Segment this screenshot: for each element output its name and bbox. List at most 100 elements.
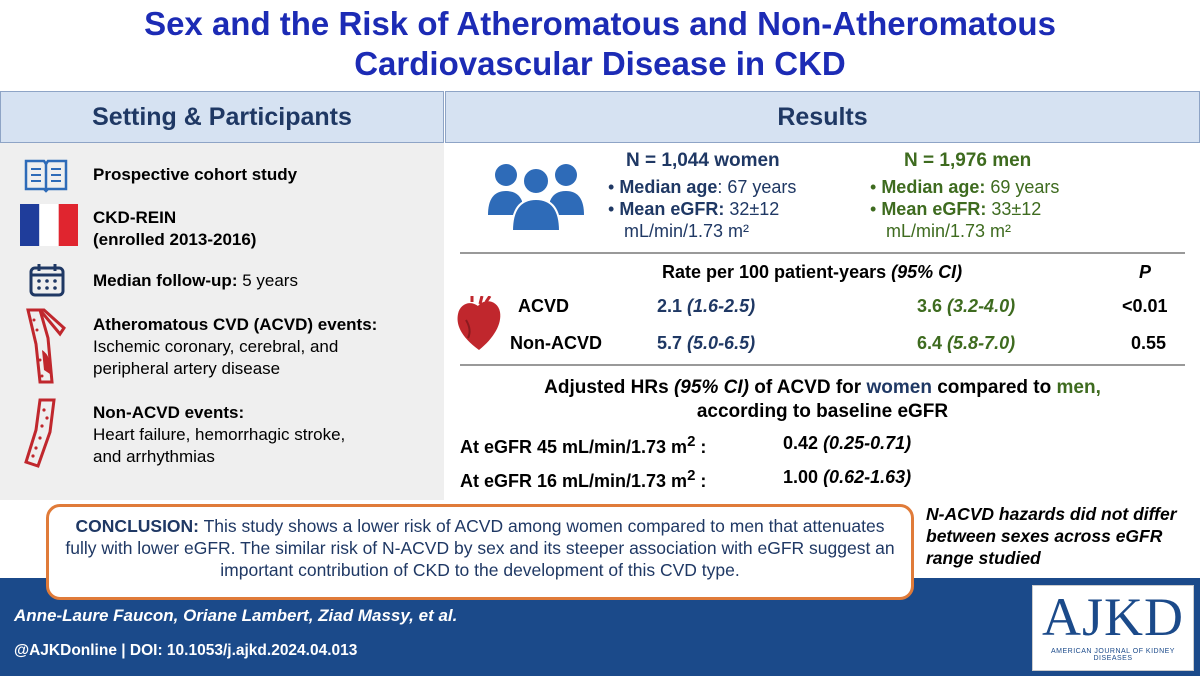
women-egfr-unit: mL/min/1.73 m² (624, 221, 750, 241)
nacvd-men-rate: 6.4 (5.8-7.0) (917, 333, 1015, 354)
acvd-desc-1: Ischemic coronary, cerebral, and (93, 337, 339, 356)
nacvd-events: Non-ACVD events: Heart failure, hemorrha… (93, 402, 345, 468)
hr-row-45-label: At eGFR 45 mL/min/1.73 m (460, 437, 688, 457)
women-egfr-value: 32±12 (729, 199, 780, 219)
men-age-label: Median age: (881, 177, 986, 197)
setting-panel (0, 143, 444, 500)
side-note: N-ACVD hazards did not differ between se… (926, 504, 1177, 568)
women-age-value: : 67 years (717, 177, 797, 197)
acvd-women-value: 2.1 (657, 296, 683, 316)
hr-row-45-sup: 2 (687, 433, 696, 450)
title-line-1: Sex and the Risk of Atheromatous and Non… (144, 5, 1056, 42)
ajkd-logo: AJKD AMERICAN JOURNAL OF KIDNEY DISEASES (1032, 585, 1194, 671)
nacvd-women-ci: (5.0-6.5) (687, 333, 756, 353)
acvd-row-label: ACVD (518, 296, 570, 316)
artery-plaque-icon (26, 308, 66, 384)
nacvd-women-value: 5.7 (657, 333, 683, 353)
men-age: • Median age: 69 years (870, 177, 1060, 197)
france-flag-icon (20, 204, 78, 246)
nacvd-men-value: 6.4 (917, 333, 943, 353)
authors: Anne-Laure Faucon, Oriane Lambert, Ziad … (14, 606, 458, 625)
hr-title: Adjusted HRs (95% CI) of ACVD for women … (445, 376, 1200, 424)
men-egfr: • Mean eGFR: 33±12 (870, 199, 1042, 219)
p-header: P (1139, 262, 1152, 282)
nacvd-desc-2: and arrhythmias (93, 447, 215, 466)
page-title: Sex and the Risk of Atheromatous and Non… (0, 4, 1200, 84)
conclusion-text: This study shows a lower risk of ACVD am… (65, 516, 895, 580)
hr-t1: Adjusted HRs (544, 377, 669, 398)
acvd-desc-2: peripheral artery disease (93, 359, 281, 378)
hr-row-16-colon: : (695, 471, 707, 491)
calendar-icon (29, 264, 65, 297)
nacvd-row-label: Non-ACVD (510, 333, 602, 353)
hr-row-45-value: 0.42 (783, 433, 819, 453)
acvd-title: Atheromatous CVD (ACVD) events: (93, 315, 378, 334)
title-line-2: Cardiovascular Disease in CKD (354, 45, 846, 82)
acvd-men-rate: 3.6 (3.2-4.0) (917, 296, 1015, 317)
divider (460, 252, 1185, 254)
followup-value: 5 years (242, 271, 298, 290)
nacvd-women-rate: 5.7 (5.0-6.5) (657, 333, 755, 354)
hr-row-16-value: 1.00 (783, 467, 819, 487)
acvd-men-value: 3.6 (917, 296, 943, 316)
women-age-label: Median age (619, 177, 718, 197)
cohort-text: Prospective cohort study (93, 165, 298, 184)
vessel-icon (24, 398, 56, 468)
acvd-p-value: <0.01 (1122, 296, 1168, 316)
heart-icon (457, 296, 501, 350)
rate-header-ci: (95% CI) (891, 262, 963, 282)
hr-t3: of ACVD for (754, 377, 862, 398)
conclusion-label: CONCLUSION: (75, 516, 200, 536)
rate-header: Rate per 100 patient-years (95% CI) (662, 262, 962, 283)
followup-text: Median follow-up: 5 years (93, 270, 298, 292)
women-n: N = 1,044 women (626, 150, 780, 171)
followup-label: Median follow-up: (93, 271, 238, 290)
men-age-value: 69 years (990, 177, 1060, 197)
hr-title-line-2: according to baseline eGFR (696, 401, 949, 422)
hr-row-45-result: 0.42 (0.25-0.71) (783, 433, 911, 454)
study-name: CKD-REIN (enrolled 2013-2016) (93, 207, 256, 251)
enrolled-text: (enrolled 2013-2016) (93, 230, 257, 249)
nacvd-title: Non-ACVD events: (93, 403, 245, 422)
hr-row-45-ci: (0.25-0.71) (823, 433, 912, 453)
doi-line[interactable]: @AJKDonline | DOI: 10.1053/j.ajkd.2024.0… (14, 642, 358, 659)
hr-row-16-label: At eGFR 16 mL/min/1.73 m (460, 471, 688, 491)
women-block: N = 1,044 women • Median age: 67 years •… (608, 150, 796, 242)
women-egfr-label: Mean eGFR: (619, 199, 725, 219)
acvd-women-ci: (1.6-2.5) (687, 296, 756, 316)
hr-t6: men, (1056, 377, 1101, 398)
men-block: N = 1,976 men • Median age: 69 years • M… (870, 150, 1059, 242)
men-egfr-value: 33±12 (991, 199, 1042, 219)
study-name-text: CKD-REIN (93, 208, 177, 227)
hr-row-16-result: 1.00 (0.62-1.63) (783, 467, 911, 488)
conclusion-box: CONCLUSION: This study shows a lower ris… (46, 504, 914, 600)
divider (460, 364, 1185, 366)
nacvd-desc-1: Heart failure, hemorrhagic stroke, (93, 425, 346, 444)
logo-subtitle: AMERICAN JOURNAL OF KIDNEY DISEASES (1051, 648, 1175, 662)
hr-t2: (95% CI) (673, 377, 749, 398)
book-icon (24, 159, 68, 193)
nacvd-men-ci: (5.8-7.0) (947, 333, 1016, 353)
hr-row-45: At eGFR 45 mL/min/1.73 m2 : (460, 433, 706, 458)
hr-title-line-1: Adjusted HRs (95% CI) of ACVD for women … (445, 376, 1200, 400)
hr-row-16-ci: (0.62-1.63) (823, 467, 912, 487)
hr-t5: compared to (937, 377, 1052, 398)
women-egfr: • Mean eGFR: 32±12 (608, 199, 780, 219)
women-age: • Median age: 67 years (608, 177, 797, 197)
people-icon (488, 164, 584, 232)
men-egfr-label: Mean eGFR: (881, 199, 987, 219)
results-header: Results (445, 91, 1200, 143)
acvd-women-rate: 2.1 (1.6-2.5) (657, 296, 755, 317)
rate-header-main: Rate per 100 patient-years (662, 262, 887, 282)
acvd-men-ci: (3.2-4.0) (947, 296, 1016, 316)
hr-row-45-colon: : (695, 437, 707, 457)
men-n: N = 1,976 men (904, 150, 1032, 171)
acvd-events: Atheromatous CVD (ACVD) events: Ischemic… (93, 314, 377, 380)
logo-text: AJKD (1041, 587, 1184, 647)
hr-t4: women (866, 377, 932, 398)
setting-header: Setting & Participants (0, 91, 444, 143)
men-egfr-unit: mL/min/1.73 m² (886, 221, 1012, 241)
hr-row-16-sup: 2 (687, 467, 696, 484)
nacvd-p-value: 0.55 (1131, 333, 1167, 353)
hr-row-16: At eGFR 16 mL/min/1.73 m2 : (460, 467, 706, 492)
